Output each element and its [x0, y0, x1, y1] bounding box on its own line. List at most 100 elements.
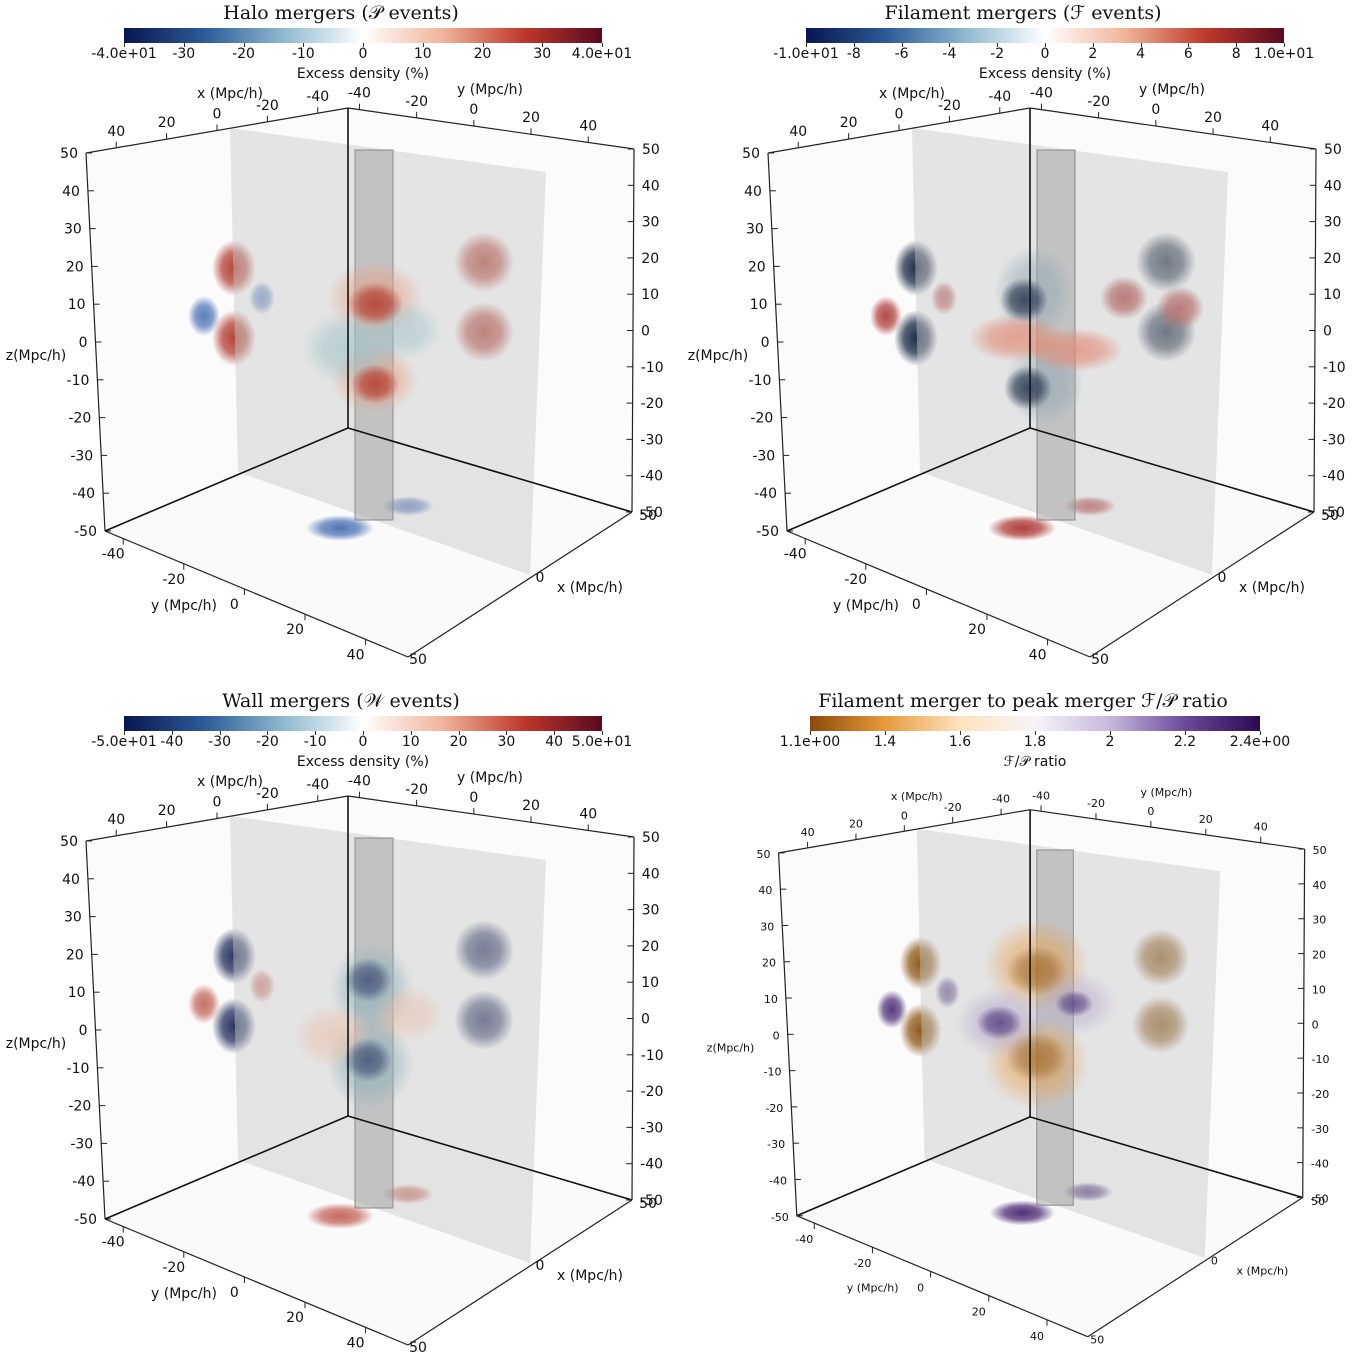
- bottom-x-axis-label: x (Mpc/h): [557, 1268, 623, 1284]
- top-x-tick-label: -40: [306, 777, 329, 793]
- z-tick-label: 20: [66, 259, 84, 275]
- z-tick-label: 10: [68, 297, 86, 313]
- z-tick-label: -30: [752, 448, 775, 464]
- colorbar-tick-mark: [554, 731, 556, 735]
- bottom-y-axis-label: y (Mpc/h): [833, 598, 899, 614]
- right-tick-label: 20: [641, 251, 659, 267]
- colorbar-tick-label: 30: [497, 734, 516, 750]
- colorbar-tick-mark: [183, 43, 185, 47]
- colorbar-tick-label: -8: [846, 46, 861, 62]
- right-tick-label: -10: [641, 360, 664, 376]
- colorbar-tick-label: 1.1e+00: [779, 734, 841, 750]
- colorbar-tick-label: 2: [1105, 734, 1115, 750]
- bottom-x-axis-line: [1087, 1197, 1304, 1338]
- colorbar-tick-label: 0: [358, 734, 368, 750]
- bottom-x-tick-label: 50: [1091, 652, 1109, 668]
- 3d-box-plot: 50 40 30 20 10 0 -10 -20 -30 -40 -50 z(Mpc/h) 50 40 30…: [688, 82, 1346, 668]
- colorbar-tick-label: -40: [160, 734, 184, 750]
- colorbar-tick-mark: [1236, 43, 1238, 47]
- colorbar-tick-label: -20: [232, 46, 255, 62]
- top-x-tick-label: 0: [213, 795, 222, 811]
- top-x-tick-label: -20: [938, 98, 961, 114]
- z-tick-label: -10: [67, 373, 90, 389]
- z-tick-label: 40: [62, 184, 80, 200]
- colorbar-tick-mark: [542, 43, 544, 47]
- colorbar-tick-mark: [997, 43, 999, 47]
- colorbar-tick-label: -20: [255, 734, 279, 750]
- colorbar-tick-mark: [602, 43, 603, 47]
- isosurface-core: [1006, 946, 1068, 996]
- 3d-box-plot: 50 40 30 20 10 0 -10 -20 -30 -40 -50 z(Mpc/h) 50 40 30…: [707, 786, 1330, 1346]
- panel-filament-mergers: Filament mergers (ℱ events) -1.0e+01 -8 -6-…: [682, 0, 1364, 681]
- left-wall-side-lobe: [935, 975, 960, 1009]
- right-tick-label: 10: [1323, 287, 1341, 303]
- z-tick-label: 0: [761, 335, 770, 351]
- bottom-y-tick-label: -20: [162, 1260, 185, 1276]
- top-x-axis-label: x (Mpc/h): [879, 86, 945, 102]
- right-tick-label: -10: [1323, 360, 1346, 376]
- left-wall-side-lobe: [188, 296, 220, 336]
- colorbar-gradient: [810, 716, 1260, 731]
- floor-plane: [787, 428, 1314, 657]
- z-tick-label: -50: [74, 1212, 97, 1228]
- z-tick-label: 50: [757, 848, 771, 861]
- z-tick-label: 40: [758, 884, 772, 897]
- z-tick-label: -10: [749, 373, 772, 389]
- right-tick-label: -50: [640, 505, 663, 521]
- bottom-x-tick-label: 0: [1218, 570, 1227, 586]
- colorbar-tick-label: 40: [545, 734, 564, 750]
- isosurface-shell: [1024, 328, 1124, 372]
- top-y-tick-label: 0: [1147, 805, 1154, 818]
- floor-plane: [796, 1116, 1303, 1337]
- right-tick-label: -50: [1311, 1193, 1329, 1206]
- colorbar-title: Excess density (%): [296, 66, 430, 82]
- top-x-axis-label: x (Mpc/h): [197, 774, 263, 790]
- panel-title: Filament merger to peak merger ℱ/𝒫 ratio: [818, 690, 1228, 712]
- colorbar-title: Excess density (%): [978, 66, 1112, 82]
- top-x-tick-label: -40: [992, 793, 1010, 806]
- top-x-tick-label: 20: [158, 115, 176, 131]
- colorbar-tick-label: 20: [473, 46, 492, 62]
- colorbar-tick-label: -1.0e+01: [773, 46, 839, 62]
- top-x-tick-label: 40: [789, 124, 807, 140]
- right-tick-label: -20: [641, 1084, 664, 1100]
- colorbar-tick-mark: [853, 43, 855, 47]
- z-tick-label: -20: [68, 1099, 91, 1115]
- top-x-axis-label: x (Mpc/h): [891, 790, 943, 803]
- colorbar-tick-mark: [1284, 43, 1285, 47]
- colorbar-tick-mark: [810, 731, 811, 735]
- top-y-tick-label: -40: [1032, 789, 1050, 802]
- colorbar-tick-label: 0: [358, 46, 368, 62]
- colorbar: 1.1e+00 1.4 1.6 1.8 2 2.2 2.4e+00 ℱ/𝒫 ratio: [780, 716, 1290, 776]
- bottom-y-axis-line: [786, 530, 1091, 658]
- top-y-tick-label: 20: [522, 798, 540, 814]
- z-tick-label: 0: [773, 1029, 780, 1042]
- bottom-x-axis-label: x (Mpc/h): [1237, 1264, 1289, 1277]
- colorbar-tick-mark: [1092, 43, 1094, 47]
- left-wall-lobe: [899, 936, 942, 991]
- right-tick-label: 30: [642, 215, 660, 231]
- left-wall-lobe: [212, 928, 256, 984]
- floor-edge-right: [1029, 427, 1315, 513]
- bottom-x-tick-label: 0: [1211, 1255, 1218, 1268]
- floor-edge-right: [1029, 1116, 1303, 1199]
- top-x-tick-label: 0: [895, 107, 904, 123]
- right-wall-lobe: [454, 990, 514, 1050]
- top-x-tick-label: -20: [256, 786, 279, 802]
- z-tick-label: 0: [79, 335, 88, 351]
- colorbar-tick-mark: [363, 731, 364, 735]
- top-y-tick-label: -20: [1087, 797, 1105, 810]
- bottom-x-axis-label: x (Mpc/h): [557, 580, 623, 596]
- colorbar: -4.0e+01 -30 -20 -10 0 10 20 30 4.0e+01 Excess de…: [91, 28, 632, 88]
- right-tick-label: 40: [1312, 879, 1326, 892]
- right-tick-label: 20: [1312, 949, 1326, 962]
- top-x-tick-label: 0: [901, 809, 908, 822]
- top-y-tick-label: 20: [1204, 110, 1222, 126]
- bottom-x-axis-line: [1089, 511, 1315, 658]
- top-x-tick-label: 20: [158, 803, 176, 819]
- z-tick-label: 50: [60, 146, 78, 162]
- right-wall-lobe: [454, 232, 514, 292]
- right-tick-label: 30: [1312, 914, 1326, 927]
- right-tick-label: 50: [642, 830, 660, 846]
- colorbar-tick-mark: [303, 43, 305, 47]
